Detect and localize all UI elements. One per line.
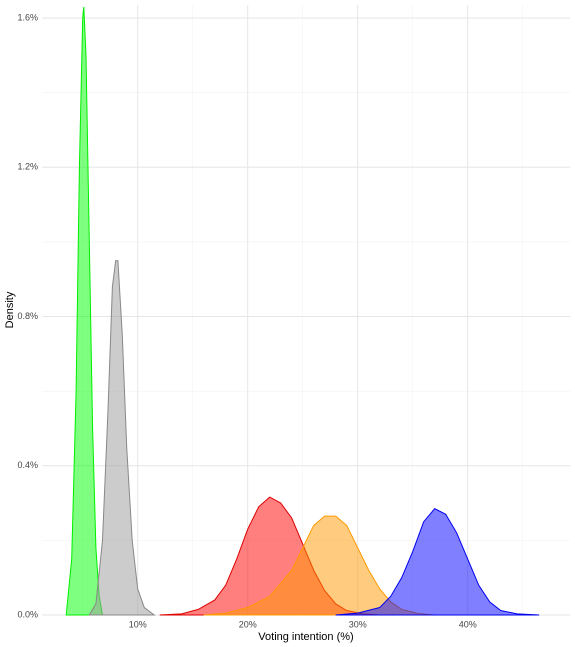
- density-area: [88, 260, 156, 616]
- density-area: [335, 508, 540, 616]
- x-tick-label: 40%: [459, 619, 477, 629]
- x-axis-title: Voting intention (%): [258, 631, 353, 643]
- y-tick-label: 1.2%: [17, 162, 38, 172]
- x-tick-label: 10%: [129, 619, 147, 629]
- density-area: [65, 6, 104, 616]
- y-tick-label: 0.0%: [17, 609, 38, 619]
- x-tick-label: 30%: [349, 619, 367, 629]
- x-tick-label: 20%: [239, 619, 257, 629]
- y-tick-label: 0.4%: [17, 460, 38, 470]
- y-tick-label: 0.8%: [17, 311, 38, 321]
- y-axis-title: Density: [4, 291, 16, 328]
- y-tick-label: 1.6%: [17, 12, 38, 22]
